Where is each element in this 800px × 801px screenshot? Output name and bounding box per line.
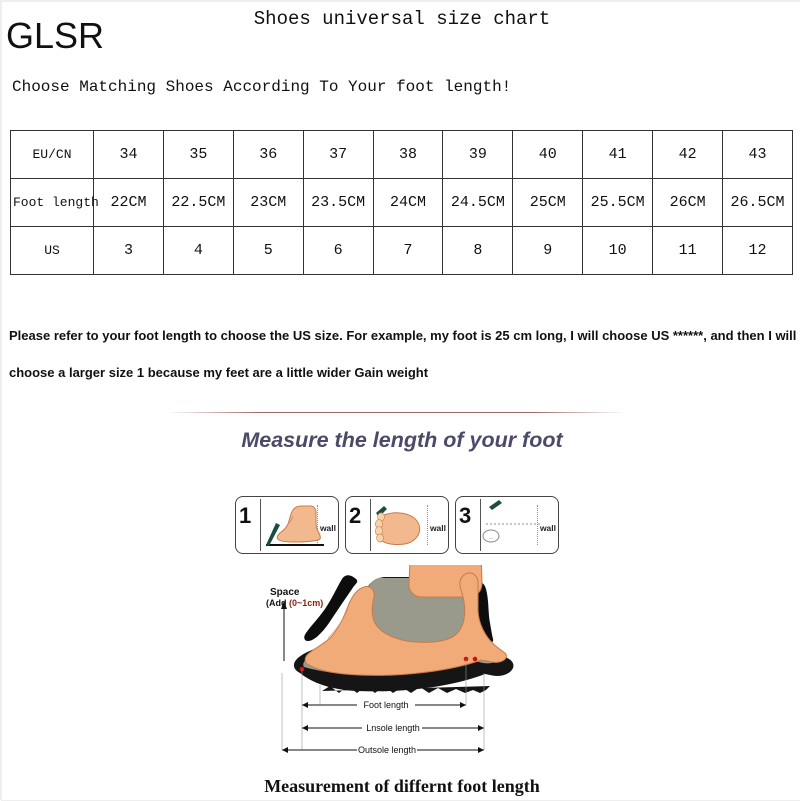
svg-text:(0~1cm): (0~1cm)	[289, 598, 323, 608]
svg-text:Foot length: Foot length	[363, 700, 408, 710]
svg-text:Outsole length: Outsole length	[358, 745, 416, 755]
svg-text:Lnsole length: Lnsole length	[366, 723, 420, 733]
svg-text:...: ...	[488, 535, 493, 541]
svg-text:(Add: (Add	[266, 598, 287, 608]
svg-text:Space: Space	[270, 587, 300, 598]
